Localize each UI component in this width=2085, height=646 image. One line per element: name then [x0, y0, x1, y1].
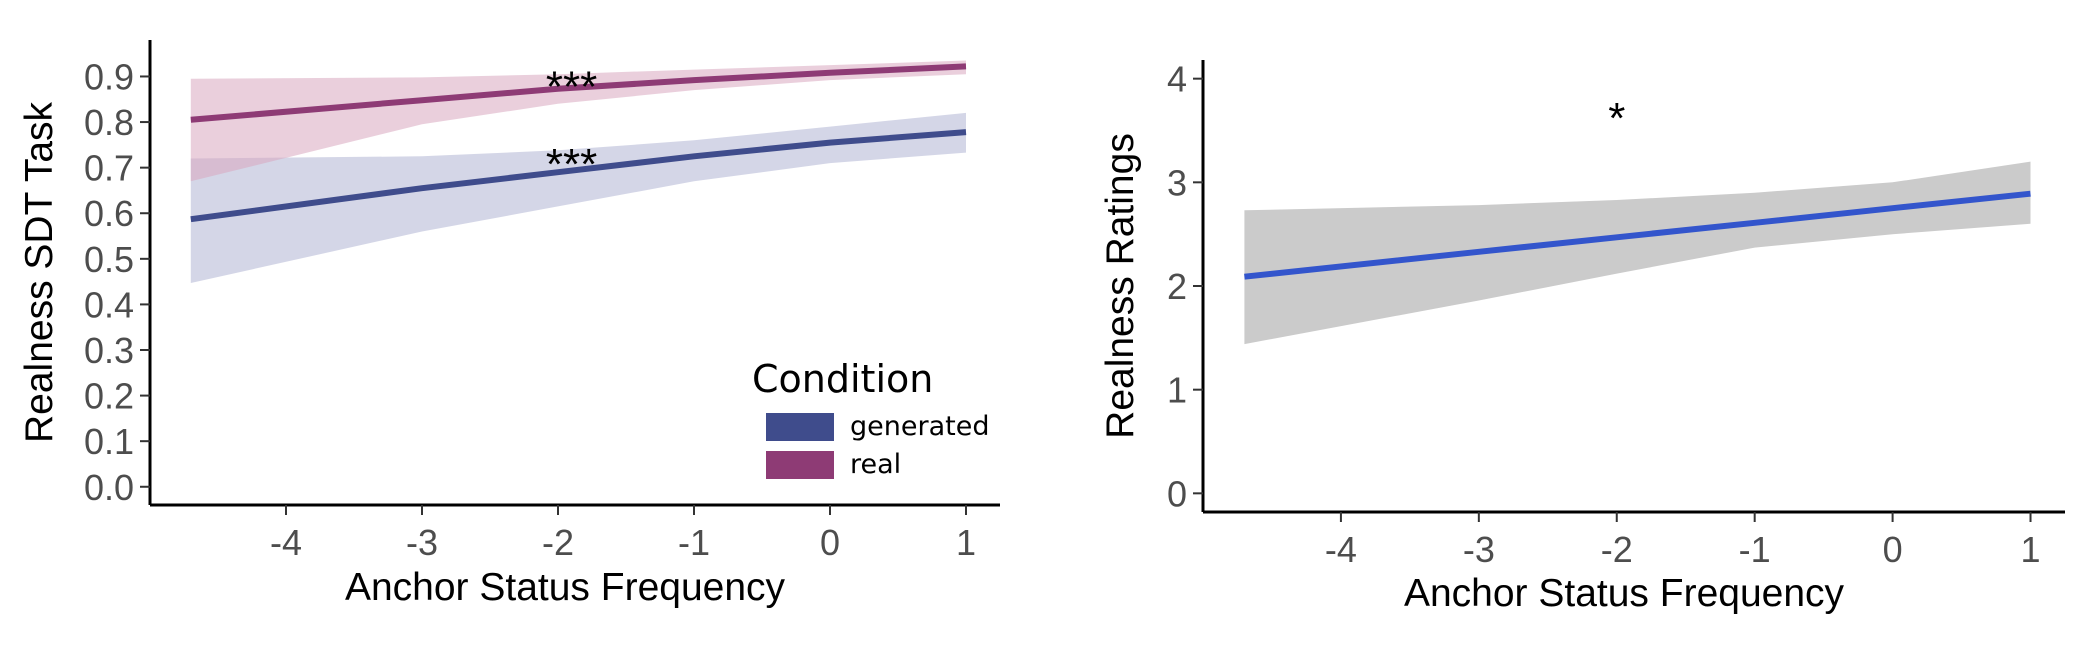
x-tick-label: -3 — [406, 522, 438, 563]
x-tick-label: -1 — [678, 522, 710, 563]
significance-annotation: *** — [546, 62, 597, 111]
significance-annotation: *** — [546, 140, 597, 189]
y-tick-label: 0.3 — [84, 330, 134, 371]
x-tick-label: -3 — [1463, 529, 1495, 570]
x-axis-title: Anchor Status Frequency — [345, 566, 786, 609]
significance-annotation: * — [1608, 94, 1625, 143]
y-tick-label: 0.0 — [84, 467, 134, 508]
y-axis-title: Realness Ratings — [1099, 133, 1142, 439]
legend-key-real — [766, 451, 834, 479]
legend-label-real: real — [850, 449, 901, 480]
legend-title: Condition — [752, 357, 933, 401]
y-tick-label: 2 — [1167, 266, 1187, 307]
x-tick-label: -4 — [1325, 529, 1357, 570]
x-tick-label: 1 — [2021, 529, 2041, 570]
confidence-band-real — [190, 60, 967, 182]
y-tick-label: 3 — [1167, 162, 1187, 203]
fit-line-series-1 — [1244, 190, 2031, 280]
legend-label-generated: generated — [850, 411, 989, 442]
legend: Condition generated real — [752, 357, 989, 480]
y-tick-label: 0.9 — [84, 56, 134, 97]
y-tick-label: 0.1 — [84, 421, 134, 462]
y-tick-label: 4 — [1167, 59, 1187, 100]
x-tick-label: -2 — [542, 522, 574, 563]
y-tick-label: 0.4 — [84, 284, 134, 325]
x-tick-label: -2 — [1601, 529, 1633, 570]
x-tick-label: -1 — [1739, 529, 1771, 570]
y-tick-label: 0.6 — [84, 193, 134, 234]
confidence-band-generated — [190, 112, 967, 284]
fit-line-generated — [190, 129, 967, 223]
confidence-band-series-1 — [1244, 161, 2031, 345]
y-axis-title: Realness SDT Task — [18, 101, 61, 443]
fit-line-real — [190, 63, 967, 123]
legend-key-generated — [766, 413, 834, 441]
x-tick-label: -4 — [270, 522, 302, 563]
x-tick-label: 1 — [956, 522, 976, 563]
y-tick-label: 1 — [1167, 370, 1187, 411]
x-tick-label: 0 — [1883, 529, 1903, 570]
y-tick-label: 0.2 — [84, 376, 134, 417]
y-tick-label: 0 — [1167, 473, 1187, 514]
x-axis-title: Anchor Status Frequency — [1404, 572, 1845, 615]
chart-panel-2: -4 -3 -2 -1 0 1 0 1 2 3 4 Anchor Status Frequency Re… — [1099, 59, 2065, 615]
x-tick-label: 0 — [820, 522, 840, 563]
chart-panel-1: -4 -3 -2 -1 0 1 0.0 0.10.2 0.3 0.40.5 0.60.7 0.8 0.9… — [18, 40, 1000, 609]
y-tick-label: 0.8 — [84, 102, 134, 143]
y-tick-label: 0.5 — [84, 239, 134, 280]
y-tick-label: 0.7 — [84, 148, 134, 189]
